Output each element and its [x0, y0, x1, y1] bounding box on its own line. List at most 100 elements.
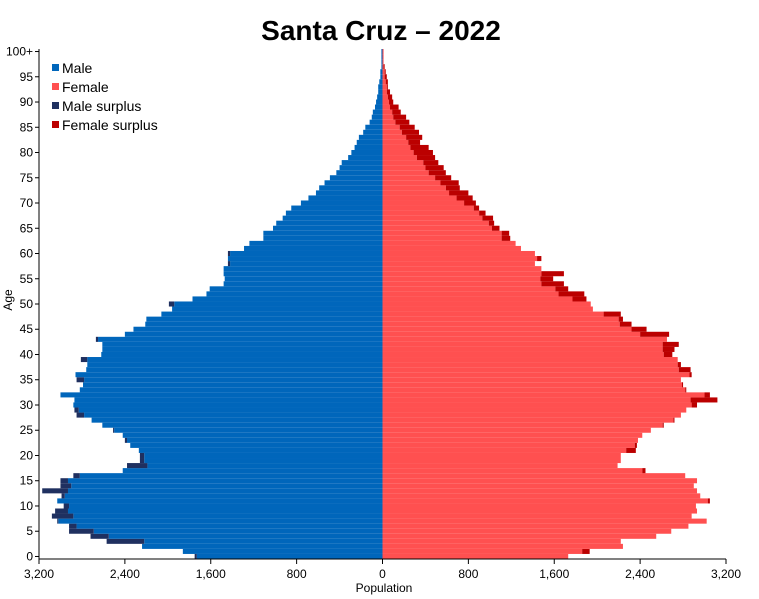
y-tick-label-35: 35 [20, 373, 34, 387]
female-bar-age-26 [382, 422, 663, 428]
male-bar-age-31 [74, 397, 383, 403]
male-bar-age-98 [381, 59, 383, 65]
x-tick-label-2: 1,600 [196, 567, 226, 581]
male-bar-age-61 [244, 245, 383, 251]
female-bar-age-18 [382, 463, 618, 469]
male-bar-age-89 [374, 104, 383, 110]
male-bar-age-65 [273, 225, 383, 231]
female-bar-age-52 [382, 291, 559, 297]
male-bar-age-43 [98, 336, 383, 342]
female-bar-age-17 [382, 468, 643, 474]
male-bar-age-60 [230, 250, 383, 257]
male-bar-age-82 [356, 139, 383, 145]
male-bar-age-2 [142, 543, 383, 549]
female-surplus-bar-age-71 [456, 195, 473, 201]
male-surplus-bar-age-10 [63, 503, 70, 509]
female-bar-age-45 [382, 326, 632, 332]
male-bar-age-51 [192, 296, 383, 302]
female-surplus-bar-age-64 [501, 230, 510, 236]
male-surplus-bar-age-9 [55, 508, 68, 514]
female-bar-age-74 [382, 180, 441, 186]
male-bar-age-95 [380, 74, 383, 80]
y-tick-label-25: 25 [20, 423, 34, 437]
male-bar-age-34 [83, 382, 383, 388]
male-bar-age-92 [378, 89, 383, 95]
female-bar-age-42 [382, 341, 663, 347]
female-surplus-bar-age-65 [491, 225, 500, 231]
female-surplus-bar-age-26 [662, 422, 664, 428]
male-bar-age-78 [341, 160, 383, 166]
female-bar-age-27 [382, 417, 674, 423]
bars-group [42, 49, 718, 559]
female-bar-age-14 [382, 483, 694, 489]
female-surplus-bar-age-46 [619, 321, 632, 327]
female-surplus-bar-age-86 [395, 119, 410, 125]
male-surplus-bar-age-16 [73, 473, 80, 479]
female-surplus-bar-age-36 [689, 372, 692, 378]
male-bar-age-33 [79, 387, 383, 393]
female-bar-age-22 [382, 442, 635, 448]
female-surplus-bar-age-75 [435, 175, 452, 181]
male-bar-age-3 [144, 538, 383, 544]
female-bar-age-41 [382, 346, 663, 352]
x-tick-label-0: 3,200 [24, 567, 54, 581]
female-surplus-bar-age-90 [388, 99, 394, 105]
male-surplus-bar-age-20 [139, 452, 145, 459]
female-surplus-bar-age-89 [390, 104, 399, 110]
female-bar-age-38 [382, 362, 678, 368]
male-bar-age-40 [101, 351, 383, 358]
male-bar-age-42 [102, 341, 383, 347]
y-tick-label-5: 5 [26, 524, 33, 538]
female-bar-age-57 [382, 266, 542, 272]
y-tick-label-95: 95 [20, 70, 34, 84]
female-surplus-bar-age-42 [662, 341, 679, 347]
female-bar-age-88 [382, 109, 393, 115]
female-surplus-bar-age-66 [488, 220, 495, 226]
male-bar-age-81 [354, 144, 383, 150]
female-bar-age-72 [382, 190, 450, 196]
male-bar-age-93 [378, 84, 383, 90]
female-bar-age-50 [382, 301, 591, 307]
female-surplus-bar-age-77 [425, 165, 444, 171]
female-surplus-bar-age-80 [413, 149, 433, 156]
male-bar-age-87 [371, 114, 383, 120]
male-surplus-bar-age-25 [113, 427, 115, 433]
female-bar-age-28 [382, 412, 681, 418]
female-bar-age-33 [382, 387, 686, 393]
female-surplus-bar-age-40 [663, 351, 673, 358]
male-bar-age-90 [376, 99, 383, 105]
male-surplus-bar-age-43 [95, 336, 99, 342]
x-tick-label-5: 800 [458, 567, 478, 581]
y-axis: 0 5 10 15 20 25 30 35 40 45 50 55 60 65 70 75 80 85 90 95 10… [6, 45, 40, 563]
x-tick-label-4: 0 [379, 567, 386, 581]
male-surplus-bar-age-28 [76, 412, 85, 418]
female-surplus-bar-age-84 [401, 129, 419, 135]
female-bar-age-92 [382, 89, 387, 95]
male-surplus-bar-age-29 [74, 407, 79, 413]
male-bar-age-49 [172, 306, 383, 312]
female-bar-age-37 [382, 367, 679, 373]
female-surplus-bar-age-76 [428, 170, 446, 176]
female-bar-age-1 [382, 548, 583, 554]
female-surplus-bar-age-51 [572, 296, 587, 302]
legend-label-female-surplus: Female surplus [62, 117, 158, 133]
y-tick-label-65: 65 [20, 221, 34, 235]
male-surplus-bar-age-15 [60, 478, 68, 484]
male-bar-age-56 [223, 271, 383, 277]
female-surplus-bar-age-56 [541, 271, 564, 277]
female-bar-age-76 [382, 170, 429, 176]
y-tick-label-20: 20 [20, 448, 34, 462]
female-bar-age-48 [382, 311, 604, 317]
female-bar-age-23 [382, 437, 638, 443]
male-bar-age-64 [263, 230, 383, 236]
female-bar-age-83 [382, 134, 407, 140]
female-bar-age-36 [382, 372, 690, 378]
female-bar-age-96 [382, 69, 385, 75]
male-bar-age-46 [145, 321, 383, 327]
male-bar-age-20 [144, 452, 383, 459]
female-surplus-bar-age-67 [482, 215, 494, 221]
female-surplus-bar-age-52 [558, 291, 585, 297]
male-bar-age-50 [174, 301, 383, 307]
y-tick-label-30: 30 [20, 398, 34, 412]
